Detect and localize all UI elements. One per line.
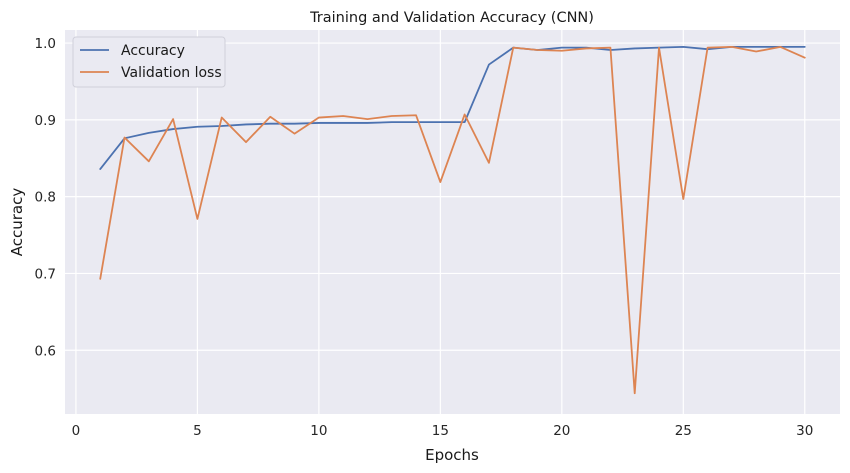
series-layer — [99, 46, 806, 395]
plot-area — [65, 30, 840, 414]
y-tick-label: 0.6 — [35, 343, 56, 359]
legend-label-validation-loss: Validation loss — [121, 65, 222, 81]
y-axis-label: Accuracy — [8, 188, 26, 257]
x-tick-label: 30 — [796, 423, 813, 439]
x-tick-label: 10 — [310, 423, 327, 439]
y-tick-label: 0.9 — [35, 113, 56, 129]
x-tick-label: 0 — [72, 423, 81, 439]
y-tick-label: 1.0 — [35, 36, 56, 52]
x-tick-labels: 0 5 10 15 20 25 30 — [72, 423, 814, 439]
x-tick-label: 5 — [193, 423, 202, 439]
y-tick-label: 0.8 — [35, 190, 56, 206]
series-line-accuracy — [99, 46, 806, 170]
x-tick-label: 20 — [553, 423, 570, 439]
legend-label-accuracy: Accuracy — [121, 43, 185, 59]
y-tick-label: 0.7 — [35, 266, 56, 282]
x-axis-label: Epochs — [425, 446, 479, 464]
chart-title: Training and Validation Accuracy (CNN) — [309, 10, 594, 26]
x-tick-label: 15 — [432, 423, 449, 439]
legend: Accuracy Validation loss — [72, 36, 226, 88]
series-line-validation-loss — [99, 46, 806, 395]
grid-lines — [65, 30, 840, 414]
x-tick-label: 25 — [675, 423, 692, 439]
legend-box — [72, 36, 226, 88]
y-tick-labels: 0.6 0.7 0.8 0.9 1.0 — [35, 36, 56, 359]
